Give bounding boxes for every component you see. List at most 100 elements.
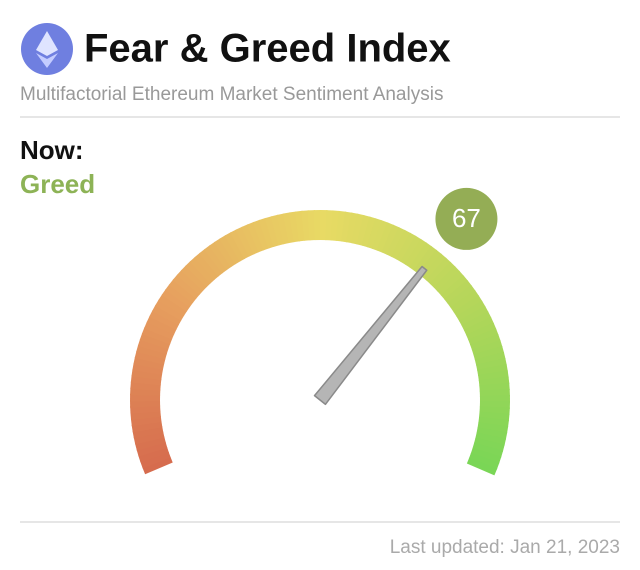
arc-segment (224, 232, 246, 262)
arc-segment (152, 304, 182, 326)
arc-segment (134, 350, 166, 365)
arc-segment (335, 210, 347, 242)
arc-segment (282, 212, 295, 244)
arc-segment (307, 210, 316, 241)
arc-segment (140, 451, 171, 469)
arc-segment (400, 235, 422, 265)
arc-segment (214, 238, 237, 268)
arc-segment (189, 256, 215, 284)
arc-segment (258, 217, 275, 249)
needle (313, 265, 428, 406)
arc-segment (458, 305, 489, 327)
arc-segment (235, 226, 255, 257)
arc-segment (472, 442, 504, 458)
arc-segment (264, 216, 280, 247)
arc-segment (194, 252, 219, 281)
arc-segment (479, 388, 510, 397)
arc-segment (185, 260, 212, 288)
arc-segment (476, 357, 507, 371)
arc-segment (130, 393, 161, 402)
footer: Last updated: Jan 21, 2023 (390, 537, 620, 558)
arc-segment (437, 270, 465, 296)
arc-segment (133, 431, 165, 445)
gauge-arc (130, 210, 510, 476)
arc-segment (172, 274, 201, 299)
arc-segment (477, 364, 508, 376)
arc-segment (199, 248, 224, 277)
arc-segment (130, 375, 162, 386)
arc-segment (404, 238, 428, 268)
arc-segment (208, 241, 232, 271)
arc-segment (456, 300, 486, 322)
arc-segment (453, 295, 483, 318)
arc-segment (137, 338, 169, 355)
arc-segment (376, 222, 395, 253)
arc-segment (241, 224, 260, 255)
arc-segment (470, 447, 502, 464)
arc-segment (473, 437, 505, 452)
arc-segment (391, 229, 412, 260)
status-label: Greed (20, 169, 95, 199)
ethereum-logo-bottom (36, 53, 58, 68)
arc-segment (219, 235, 241, 265)
arc-segment (168, 279, 197, 304)
arc-segment (444, 280, 472, 304)
arc-segment (440, 275, 469, 300)
arc-segment (252, 219, 270, 251)
arc-segment (165, 283, 194, 308)
arc-segment (246, 221, 265, 253)
arc-segment (133, 356, 165, 370)
arc-segment (180, 265, 208, 292)
arc-segment (130, 405, 161, 414)
arc-segment (433, 266, 460, 292)
arc-segment (142, 456, 173, 475)
arc-segment (413, 245, 438, 274)
arc-segment (475, 432, 507, 446)
arc-segment (470, 334, 501, 351)
arc-segment (135, 436, 166, 451)
arc-segment (466, 322, 497, 341)
arc-segment (371, 220, 389, 251)
arc-segment (230, 229, 250, 260)
arc-segment (141, 327, 173, 345)
arc-segment (313, 210, 322, 241)
arc-segment (131, 421, 163, 433)
arc-segment (478, 411, 510, 422)
arc-segment (131, 368, 163, 381)
arc-segment (356, 215, 371, 246)
arc-segment (138, 446, 169, 463)
arc-segment (270, 214, 285, 246)
arc-segment (477, 422, 509, 434)
arc-segment (136, 441, 168, 457)
arc-segment (479, 395, 510, 403)
arc-segment (421, 253, 447, 281)
arc-segment (161, 288, 191, 312)
arc-segment (136, 344, 167, 360)
arc-segment (471, 339, 503, 356)
arc-segment (139, 332, 171, 350)
now-label: Now: (20, 135, 84, 165)
arc-segment (468, 452, 500, 470)
title: Fear & Greed Index (84, 27, 451, 71)
value-bubble (435, 187, 498, 250)
arc-segment (176, 269, 204, 295)
arc-segment (476, 427, 508, 440)
arc-segment (409, 242, 433, 271)
arc-segment (158, 294, 188, 317)
arc-segment (461, 311, 492, 331)
arc-segment (346, 212, 359, 244)
arc-segment (466, 457, 498, 476)
arc-segment (429, 261, 456, 289)
arc-segment (473, 345, 505, 361)
arc-segment (203, 245, 228, 274)
subtitle: Multifactorial Ethereum Market Sentiment… (20, 84, 443, 105)
arc-segment (425, 257, 452, 285)
arc-segment (450, 289, 480, 313)
arc-segment (474, 351, 506, 366)
arc-segment (395, 232, 417, 263)
arc-segment (468, 328, 499, 346)
arc-segment (463, 316, 494, 336)
arc-segment (447, 284, 476, 309)
arc-segment (478, 416, 509, 428)
